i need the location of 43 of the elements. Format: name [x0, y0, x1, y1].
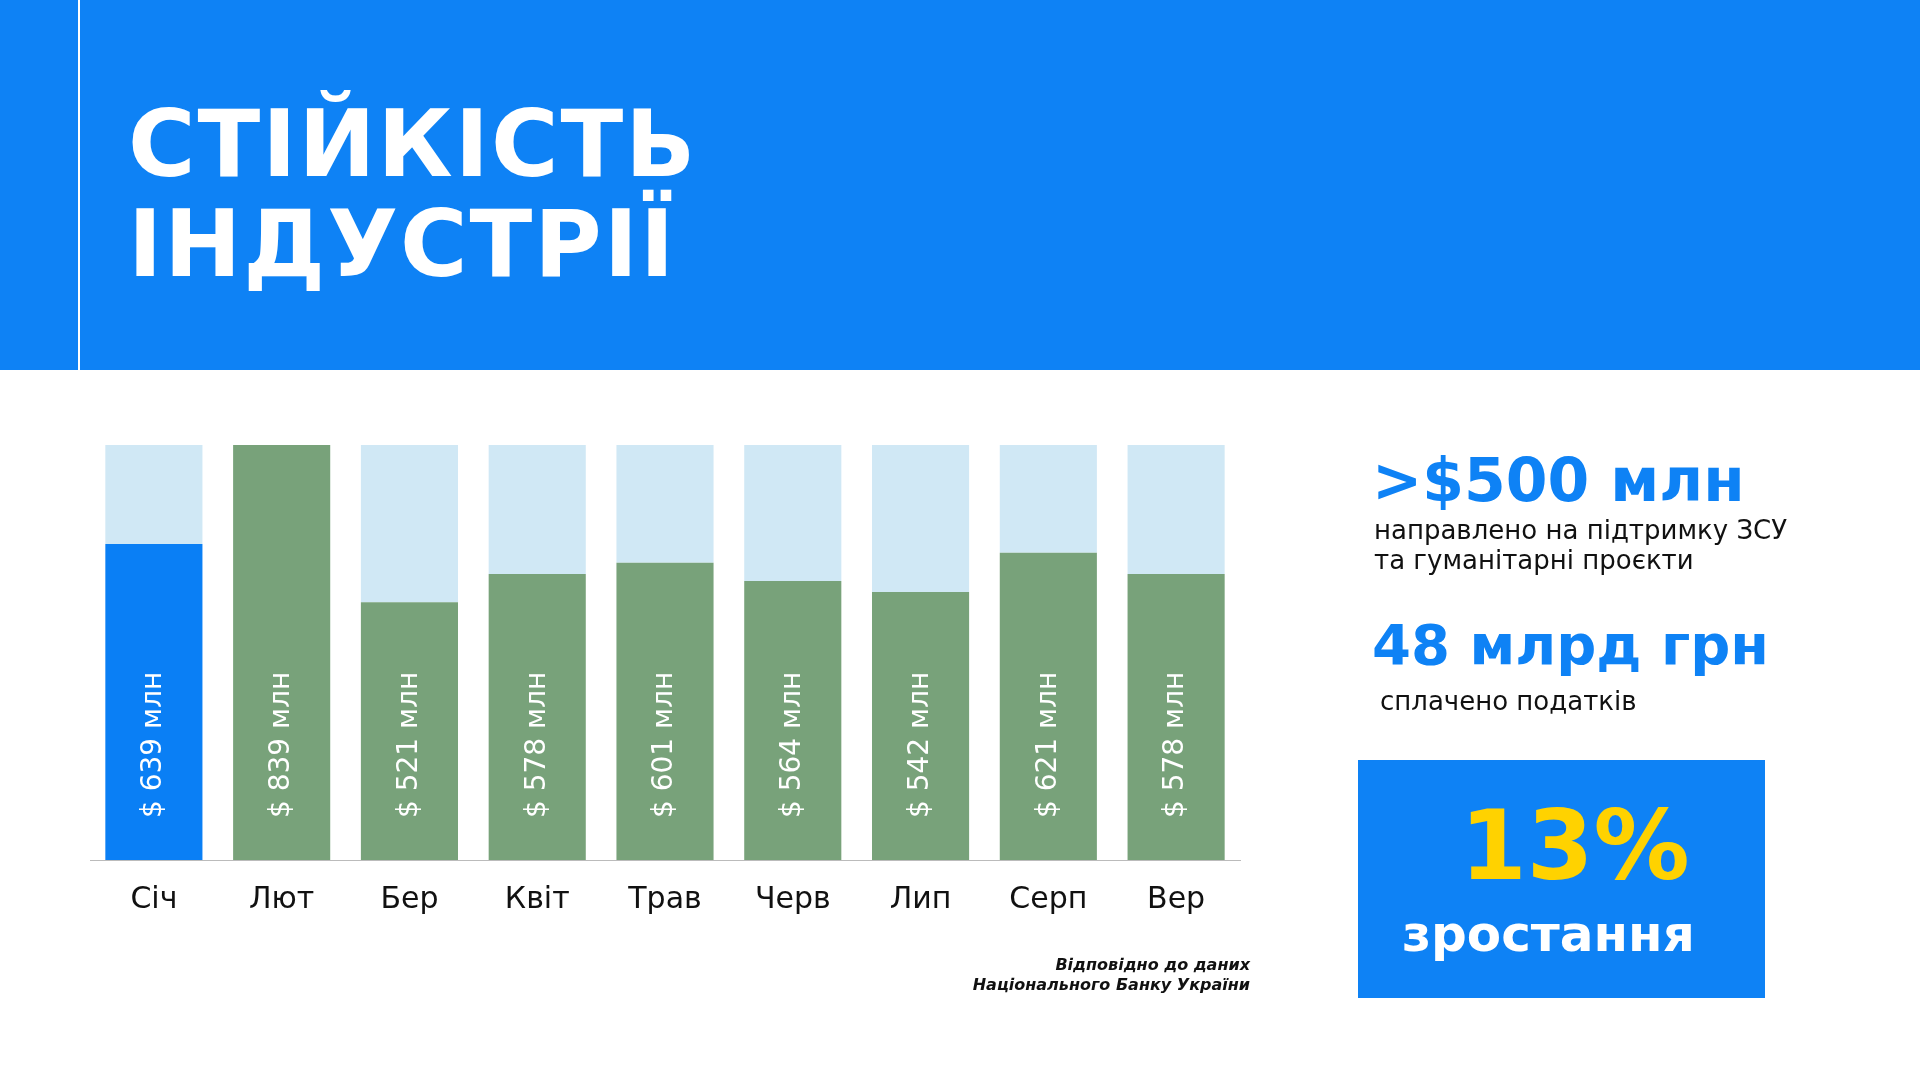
bar — [744, 445, 842, 582]
x-tick-label: Серп — [1009, 879, 1088, 915]
bar — [616, 445, 714, 563]
bar — [872, 445, 970, 592]
bar — [488, 574, 586, 860]
x-tick-label: Січ — [130, 879, 178, 915]
data-label: $ 521 млн — [390, 671, 424, 818]
bar — [233, 445, 331, 860]
data-label: $ 542 млн — [901, 671, 935, 818]
chart-title: СТІЙКІСТЬ ІНДУСТРІЇ — [128, 91, 699, 298]
data-label: $ 839 млн — [262, 671, 296, 818]
bar — [488, 445, 586, 575]
data-label: $ 621 млн — [1029, 671, 1063, 818]
data-label: $ 639 млн — [135, 671, 169, 818]
data-label: $ 578 млн — [518, 671, 552, 818]
bar — [1127, 445, 1225, 575]
data-label: $ 564 млн — [774, 671, 808, 818]
x-tick-label: Вер — [1147, 879, 1206, 915]
bar — [616, 562, 714, 860]
x-tick-label: Трав — [627, 879, 702, 915]
x-tick-label: Черв — [754, 879, 831, 915]
x-tick-label: Квіт — [504, 879, 570, 915]
x-tick-label: Лип — [889, 879, 952, 915]
bar — [744, 581, 842, 860]
bar — [360, 445, 458, 603]
bar — [360, 602, 458, 860]
text: зростання — [1402, 905, 1695, 963]
text: >$500 млн — [1372, 445, 1745, 515]
bar — [105, 445, 203, 544]
text: сплачено податків — [1380, 686, 1637, 716]
data-label: $ 578 млн — [1157, 671, 1191, 818]
bar — [1127, 574, 1225, 860]
bar — [105, 543, 203, 860]
x-tick-label: Лют — [249, 879, 315, 915]
bar — [999, 445, 1097, 553]
text: Відповідно до даних Національного Банку України — [971, 955, 1250, 995]
bar — [999, 552, 1097, 860]
bar — [872, 591, 970, 860]
text: направлено на підтримку ЗСУ та гуманітарні проєкти — [1374, 515, 1789, 575]
text: 13% — [1460, 790, 1690, 902]
text: 48 млрд грн — [1372, 612, 1770, 677]
x-tick-label: Бер — [380, 879, 439, 915]
data-label: $ 601 млн — [646, 671, 680, 818]
